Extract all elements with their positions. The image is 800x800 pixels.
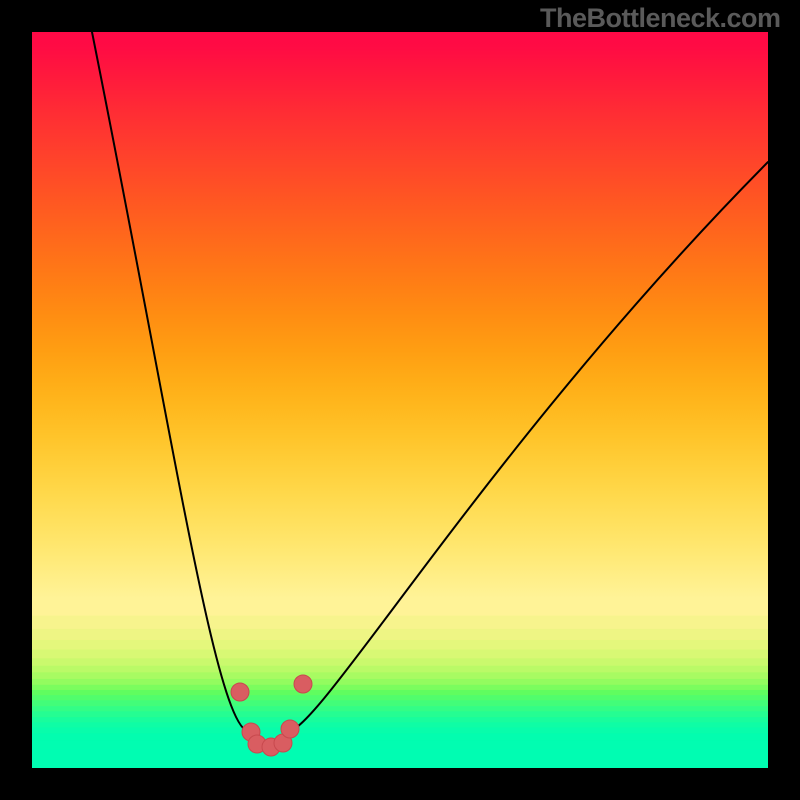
gradient-band xyxy=(32,650,768,660)
watermark-text: TheBottleneck.com xyxy=(540,3,781,34)
frame-right xyxy=(768,0,800,800)
gradient-band xyxy=(32,640,768,651)
gradient-band xyxy=(32,616,768,630)
gradient-band xyxy=(32,733,768,741)
gradient-band xyxy=(32,666,768,674)
chart-plot xyxy=(32,32,768,768)
trough-marker xyxy=(294,675,312,693)
gradient-band xyxy=(32,711,768,718)
gradient-band xyxy=(32,658,768,666)
trough-marker xyxy=(281,720,299,738)
gradient-band xyxy=(32,679,768,686)
gradient-band xyxy=(32,750,768,768)
gradient-band xyxy=(32,728,768,735)
gradient-smooth-top xyxy=(32,32,768,599)
frame-bottom xyxy=(0,768,800,800)
frame-left xyxy=(0,0,32,800)
gradient-band xyxy=(32,700,768,707)
gradient-band xyxy=(32,629,768,641)
trough-marker xyxy=(231,683,249,701)
gradient-band xyxy=(32,672,768,680)
gradient-band xyxy=(32,740,768,751)
